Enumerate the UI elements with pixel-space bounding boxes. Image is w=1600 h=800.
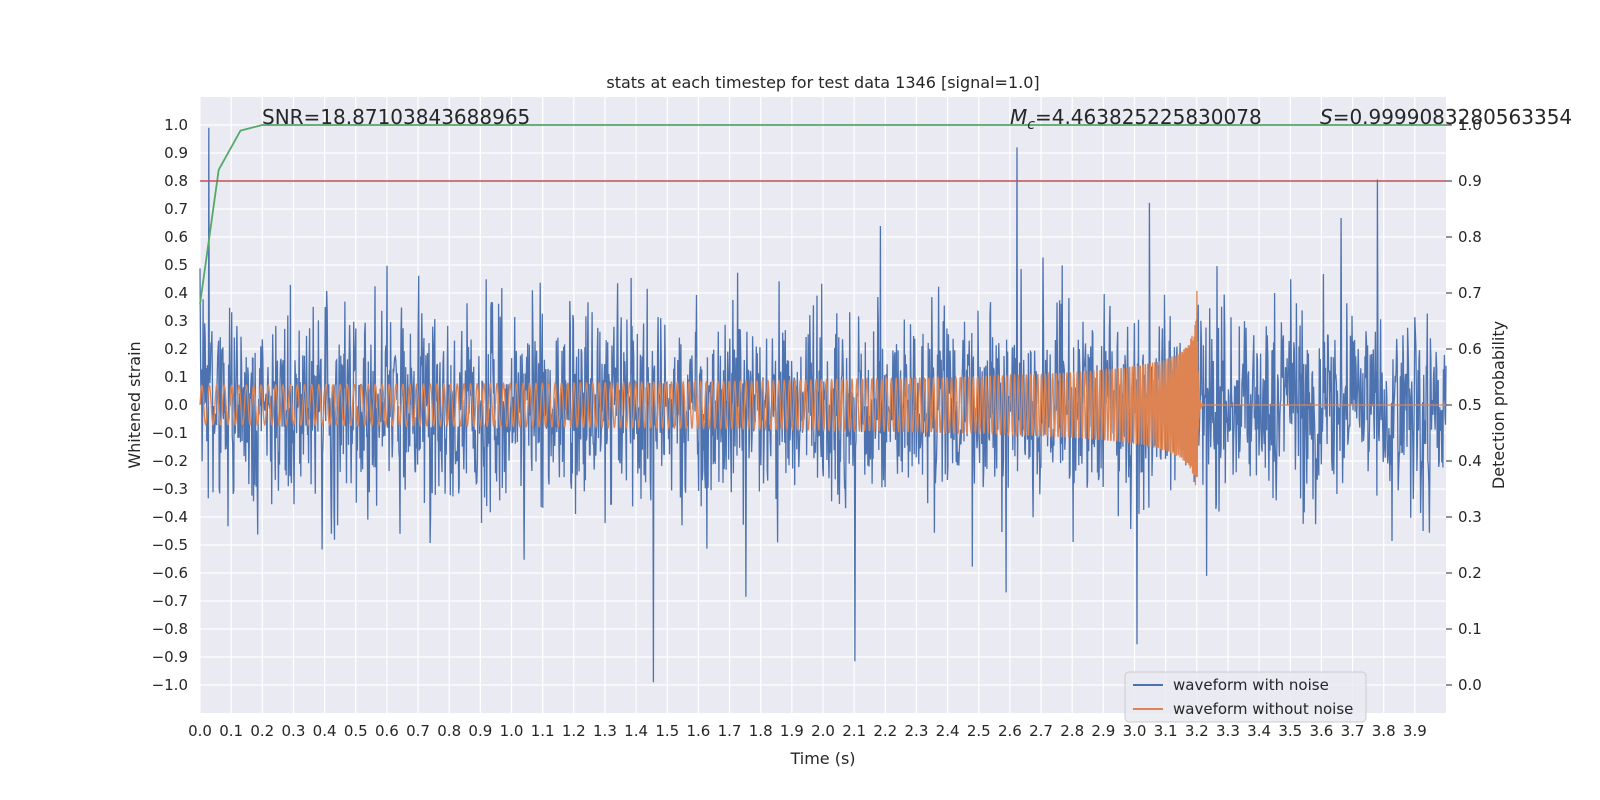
x-tick-label: 1.6 xyxy=(686,722,710,740)
y-tick-label: −1.0 xyxy=(152,676,188,694)
x-tick-label: 2.3 xyxy=(905,722,929,740)
x-tick-label: 2.1 xyxy=(842,722,866,740)
s-value: =0.9999083280563354 xyxy=(1333,105,1572,129)
y2-tick-label: 0.1 xyxy=(1458,620,1482,638)
x-tick-label: 2.5 xyxy=(967,722,991,740)
legend-label-clean: waveform without noise xyxy=(1173,700,1353,718)
ticks: 0.0 0.1 0.2 0.3 0.4 0.5 0.6 0.7 0.8 0.9 1.0 1.1 1.2 1… xyxy=(152,116,1482,740)
x-tick-label: 3.9 xyxy=(1403,722,1427,740)
x-tick-label: 1.1 xyxy=(531,722,555,740)
x-tick-label: 0.6 xyxy=(375,722,399,740)
x-tick-label: 2.2 xyxy=(873,722,897,740)
y-tick-label: −0.1 xyxy=(152,424,188,442)
x-tick-label: 1.2 xyxy=(562,722,586,740)
chart-title: stats at each timestep for test data 134… xyxy=(606,73,1039,92)
x-tick-label: 3.0 xyxy=(1123,722,1147,740)
s-symbol: S xyxy=(1320,105,1333,129)
y-tick-label: 0.1 xyxy=(164,368,188,386)
x-tick-label: 0.8 xyxy=(437,722,461,740)
x-tick-label: 2.9 xyxy=(1091,722,1115,740)
y-tick-label: 1.0 xyxy=(164,116,188,134)
x-tick-label: 3.1 xyxy=(1154,722,1178,740)
x-tick-label: 2.0 xyxy=(811,722,835,740)
legend-label-noise: waveform with noise xyxy=(1173,676,1329,694)
x-tick-label: 1.5 xyxy=(655,722,679,740)
y-tick-label: 0.6 xyxy=(164,228,188,246)
chirp-mass-annotation: Mc=4.463825225830078 xyxy=(1010,105,1262,133)
x-tick-label: 0.2 xyxy=(250,722,274,740)
x-tick-label: 0.3 xyxy=(282,722,306,740)
y-axis-label: Whitened strain xyxy=(125,341,144,468)
y-tick-label: 0.4 xyxy=(164,284,188,302)
y2-tick-label: 0.3 xyxy=(1458,508,1482,526)
x-tick-label: 2.4 xyxy=(936,722,960,740)
x-tick-label: 0.0 xyxy=(188,722,212,740)
y-tick-label: −0.6 xyxy=(152,564,188,582)
series-detection-probability xyxy=(199,124,1446,305)
y-tick-label: 0.7 xyxy=(164,200,188,218)
x-tick-label: 3.2 xyxy=(1185,722,1209,740)
y-tick-label: −0.4 xyxy=(152,508,188,526)
x-tick-label: 2.7 xyxy=(1029,722,1053,740)
x-tick-label: 1.7 xyxy=(718,722,742,740)
y2-tick-label: 0.7 xyxy=(1458,284,1482,302)
y-tick-label: −0.9 xyxy=(152,648,188,666)
x-tick-label: 3.6 xyxy=(1309,722,1333,740)
y-tick-label: −0.7 xyxy=(152,592,188,610)
legend: waveform with noise waveform without noi… xyxy=(1124,671,1367,723)
y2-tick-label: 1.0 xyxy=(1458,116,1482,134)
y2-tick-label: 0.0 xyxy=(1458,676,1482,694)
y2-tick-label: 0.8 xyxy=(1458,228,1482,246)
y-tick-label: −0.8 xyxy=(152,620,188,638)
x-tick-label: 3.4 xyxy=(1247,722,1271,740)
x-tick-label: 0.4 xyxy=(313,722,337,740)
x-tick-label: 1.0 xyxy=(500,722,524,740)
x-tick-label: 1.8 xyxy=(749,722,773,740)
x-tick-label: 3.3 xyxy=(1216,722,1240,740)
y2-tick-label: 0.4 xyxy=(1458,452,1482,470)
series-clean-waveform xyxy=(199,290,1446,486)
series-layer xyxy=(199,124,1447,683)
x-tick-label: 2.6 xyxy=(998,722,1022,740)
x-tick-label: 2.8 xyxy=(1060,722,1084,740)
y2-tick-label: 0.5 xyxy=(1458,396,1482,414)
mc-symbol: M xyxy=(1010,105,1027,129)
y2-tick-label: 0.9 xyxy=(1458,172,1482,190)
mc-subscript: c xyxy=(1027,117,1035,133)
y2-axis-label: Detection probability xyxy=(1489,321,1508,489)
x-tick-label: 3.7 xyxy=(1341,722,1365,740)
y-tick-label: 0.0 xyxy=(164,396,188,414)
x-tick-label: 0.1 xyxy=(219,722,243,740)
y2-tick-label: 0.6 xyxy=(1458,340,1482,358)
mc-value: =4.463825225830078 xyxy=(1035,105,1262,129)
x-tick-label: 1.9 xyxy=(780,722,804,740)
y-tick-label: 0.9 xyxy=(164,144,188,162)
x-tick-label: 1.3 xyxy=(593,722,617,740)
y2-tick-label: 0.2 xyxy=(1458,564,1482,582)
x-tick-label: 0.5 xyxy=(344,722,368,740)
series-noisy-waveform xyxy=(199,127,1447,683)
x-tick-label: 1.4 xyxy=(624,722,648,740)
y-tick-label: 0.5 xyxy=(164,256,188,274)
y-tick-label: 0.8 xyxy=(164,172,188,190)
x-axis-label: Time (s) xyxy=(789,749,855,768)
y-tick-label: 0.2 xyxy=(164,340,188,358)
y-tick-label: −0.5 xyxy=(152,536,188,554)
x-tick-label: 3.8 xyxy=(1372,722,1396,740)
y-tick-label: 0.3 xyxy=(164,312,188,330)
y-tick-label: −0.2 xyxy=(152,452,188,470)
legend-box xyxy=(1124,671,1367,723)
x-tick-label: 3.5 xyxy=(1278,722,1302,740)
x-tick-label: 0.7 xyxy=(406,722,430,740)
y-tick-label: −0.3 xyxy=(152,480,188,498)
x-tick-label: 0.9 xyxy=(468,722,492,740)
score-annotation: S=0.9999083280563354 xyxy=(1320,105,1572,129)
snr-annotation: SNR=18.87103843688965 xyxy=(262,105,530,129)
